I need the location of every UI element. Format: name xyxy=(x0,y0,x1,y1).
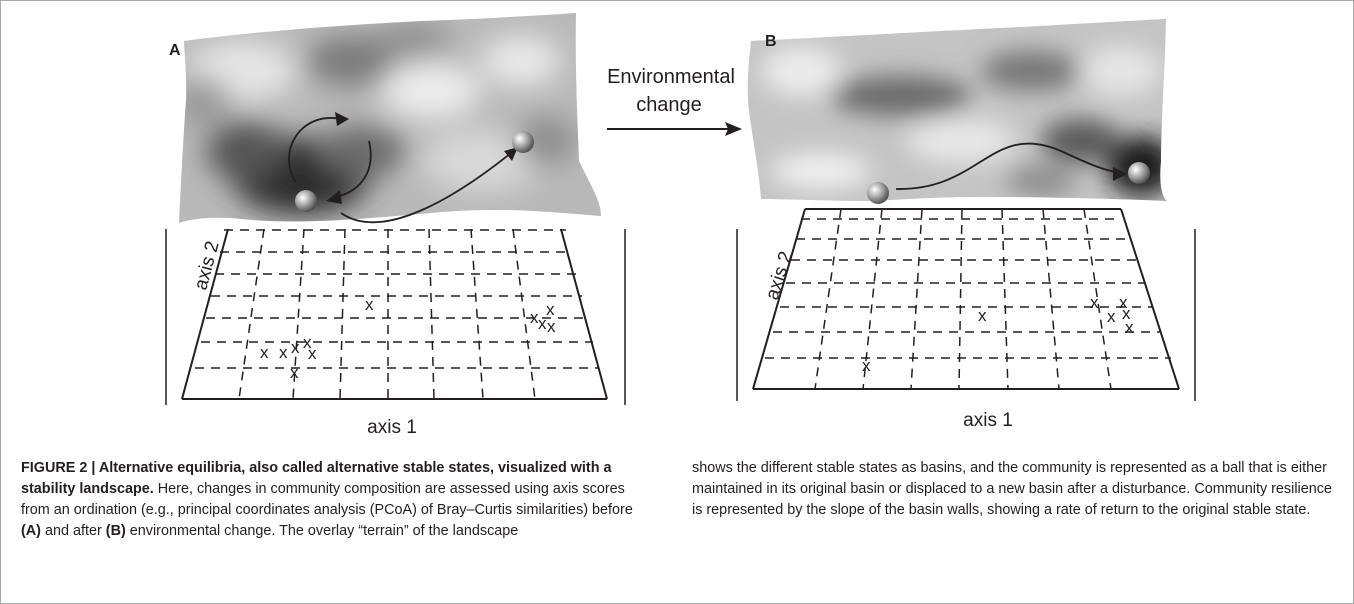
landscape-b xyxy=(747,19,1167,201)
mark-x: x xyxy=(365,295,374,314)
transition-arrowhead xyxy=(725,122,742,136)
caption-text-1: Here, changes in community composition a… xyxy=(21,481,633,518)
arrowhead-b xyxy=(1113,167,1127,181)
panel-label-b: B xyxy=(765,33,777,50)
figure-illustration: A B Environmental change xyxy=(165,13,1196,438)
ball-a-2 xyxy=(512,131,534,153)
mark-x: x xyxy=(530,308,539,327)
caption-text-3: environmental change. The overlay “terra… xyxy=(125,523,519,539)
mark-x: x xyxy=(308,344,317,363)
mark-x: x xyxy=(1119,293,1128,312)
mark-x: x xyxy=(291,338,300,357)
panel-label-a: A xyxy=(169,42,181,59)
arrowheads-a xyxy=(326,112,518,204)
mark-x: x xyxy=(862,356,871,375)
axis-2-label-b: axis 2 xyxy=(762,249,797,303)
axis-1-label-a: axis 1 xyxy=(367,417,417,438)
mark-x: x xyxy=(978,306,987,325)
mark-x: x xyxy=(547,317,556,336)
ball-b-1 xyxy=(867,182,889,204)
axis-1-label-b: axis 1 xyxy=(963,410,1013,431)
transition-label-line1: Environmental xyxy=(607,66,735,88)
landscape-a xyxy=(179,13,601,223)
mark-x: x xyxy=(1122,304,1131,323)
arrows-a xyxy=(288,117,512,224)
grid-a xyxy=(165,228,626,405)
ball-b-2 xyxy=(1128,162,1150,184)
marks-a: x x x x x x x x x x x xyxy=(260,295,556,382)
mark-x: x xyxy=(279,343,288,362)
arrow-b xyxy=(895,142,1122,190)
figure-caption-left: FIGURE 2 | Alternative equilibria, also … xyxy=(21,458,641,542)
figure-caption-right: shows the different stable states as bas… xyxy=(692,458,1332,521)
grid-b xyxy=(736,208,1196,401)
caption-text-right: shows the different stable states as bas… xyxy=(692,460,1332,518)
marks-b: x x x x x x x xyxy=(862,293,1134,375)
transition-label-line2: change xyxy=(636,94,702,116)
caption-title: FIGURE 2 | Alternative equilibria, also … xyxy=(21,460,612,497)
mark-x: x xyxy=(260,343,269,362)
mark-x: x xyxy=(1090,293,1099,312)
caption-ref-a: (A) xyxy=(21,523,41,539)
mark-x: x xyxy=(1125,318,1134,337)
mark-x: x xyxy=(1107,307,1116,326)
mark-x: x xyxy=(290,363,299,382)
mark-x: x xyxy=(303,333,312,352)
caption-text-2: and after xyxy=(40,523,106,539)
ball-a-1 xyxy=(295,190,317,212)
caption-ref-b: (B) xyxy=(105,523,126,539)
mark-x: x xyxy=(538,314,547,333)
mark-x: x xyxy=(546,300,555,319)
